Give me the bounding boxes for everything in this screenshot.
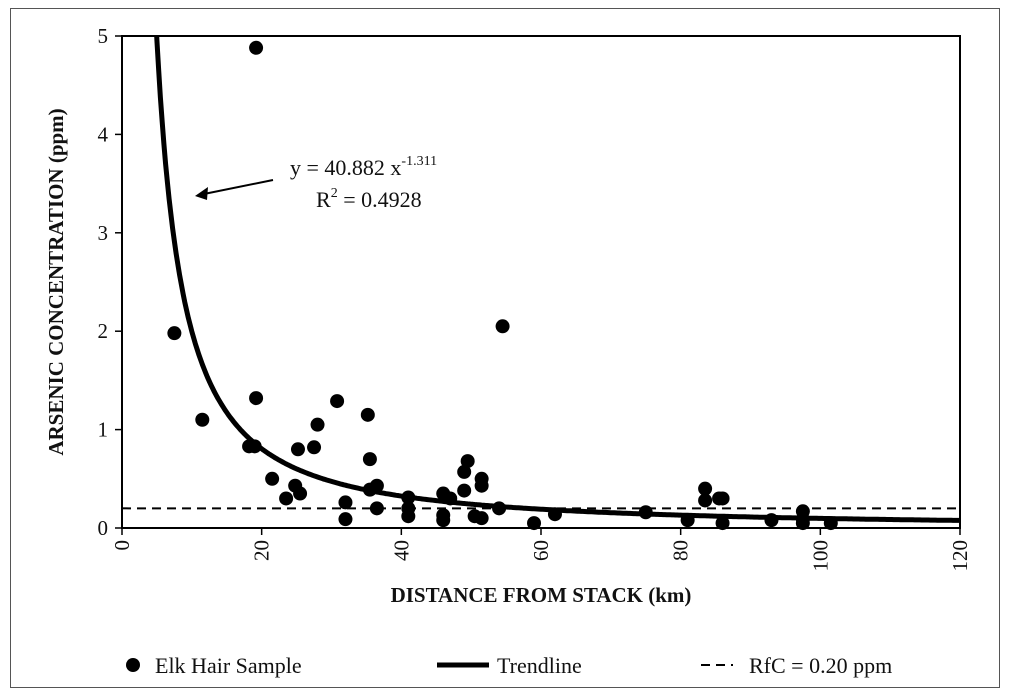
elk-hair-sample-point xyxy=(460,454,475,469)
elk-hair-sample-point xyxy=(401,509,416,524)
equation-text: y = 40.882 x xyxy=(290,155,401,180)
legend-label-samples: Elk Hair Sample xyxy=(155,653,302,678)
elk-hair-sample-point xyxy=(443,491,458,506)
legend-dot-symbol xyxy=(126,658,140,672)
elk-hair-sample-point xyxy=(307,440,322,455)
chart-frame: 0 20 40 60 80 100 120 0 1 2 3 4 5 DISTANCE FROM STAC… xyxy=(10,8,1000,688)
elk-hair-sample-point xyxy=(547,507,562,522)
elk-hair-sample-point xyxy=(338,512,353,527)
y-tick-label: 1 xyxy=(98,418,109,442)
y-axis-title: ARSENIC CONCENTRATION (ppm) xyxy=(44,108,68,455)
scatter-chart: 0 20 40 60 80 100 120 0 1 2 3 4 5 DISTANCE FROM STAC… xyxy=(44,24,972,678)
r2-exponent: 2 xyxy=(331,186,338,201)
elk-hair-sample-point xyxy=(310,417,325,432)
elk-hair-sample-point xyxy=(249,391,264,406)
equation-exponent: -1.311 xyxy=(401,154,437,169)
r2-value: = 0.4928 xyxy=(338,187,422,212)
r2-prefix: R xyxy=(316,187,331,212)
elk-hair-sample-point xyxy=(290,442,305,457)
x-tick-label: 80 xyxy=(669,540,693,561)
plot-area xyxy=(121,35,961,529)
trendline-curve xyxy=(154,36,960,523)
legend: Elk Hair Sample Trendline RfC = 0.20 ppm xyxy=(126,653,892,678)
elk-hair-sample-point xyxy=(795,516,810,531)
elk-hair-sample-point xyxy=(527,516,542,531)
elk-hair-sample-point xyxy=(457,464,472,479)
y-tick-label: 3 xyxy=(98,221,109,245)
elk-hair-sample-point xyxy=(698,481,713,496)
elk-hair-sample-point xyxy=(680,513,695,528)
elk-hair-sample-point xyxy=(495,319,510,334)
elk-hair-sample-point xyxy=(715,491,730,506)
elk-hair-sample-point xyxy=(330,394,345,409)
x-tick-label: 120 xyxy=(948,540,972,572)
annotation-arrow xyxy=(195,179,274,200)
elk-hair-sample-point xyxy=(474,478,489,493)
y-tick-label: 4 xyxy=(98,122,109,146)
legend-label-trendline: Trendline xyxy=(497,653,582,678)
elk-hair-sample-point xyxy=(638,505,653,520)
elk-hair-sample-point xyxy=(698,493,713,508)
trendline-equation: y = 40.882 x-1.311 xyxy=(290,154,437,180)
elk-hair-sample-point xyxy=(293,486,308,501)
x-tick-label: 40 xyxy=(389,540,413,561)
y-tick-label: 2 xyxy=(98,319,109,343)
elk-hair-sample-point xyxy=(195,412,210,427)
elk-hair-sample-point xyxy=(249,40,264,55)
elk-hair-sample-point xyxy=(265,471,280,486)
elk-hair-sample-point xyxy=(474,511,489,526)
x-tick-label: 60 xyxy=(529,540,553,561)
elk-hair-sample-point xyxy=(492,501,507,516)
elk-hair-sample-point xyxy=(362,452,377,467)
elk-hair-sample-point xyxy=(369,501,384,516)
elk-hair-sample-point xyxy=(167,326,182,341)
y-tick-label: 0 xyxy=(98,516,109,540)
elk-hair-sample-point xyxy=(715,516,730,531)
x-tick-label: 100 xyxy=(808,540,832,572)
x-tick-label: 20 xyxy=(250,540,274,561)
elk-hair-sample-point xyxy=(401,490,416,505)
elk-hair-sample-point xyxy=(279,491,294,506)
elk-hair-sample-point xyxy=(764,513,779,528)
elk-hair-sample-point xyxy=(823,516,838,531)
y-tick-label: 5 xyxy=(98,24,109,48)
elk-hair-sample-point xyxy=(360,407,375,422)
x-tick-label: 0 xyxy=(110,540,134,551)
elk-hair-sample-point xyxy=(457,483,472,498)
x-axis-title: DISTANCE FROM STACK (km) xyxy=(391,583,692,607)
legend-label-rfc: RfC = 0.20 ppm xyxy=(749,653,892,678)
elk-hair-sample-point xyxy=(338,495,353,510)
elk-hair-sample-point xyxy=(369,478,384,493)
elk-hair-sample-point xyxy=(247,439,262,454)
elk-hair-sample-point xyxy=(436,513,451,528)
r-squared: R2 = 0.4928 xyxy=(316,186,422,212)
